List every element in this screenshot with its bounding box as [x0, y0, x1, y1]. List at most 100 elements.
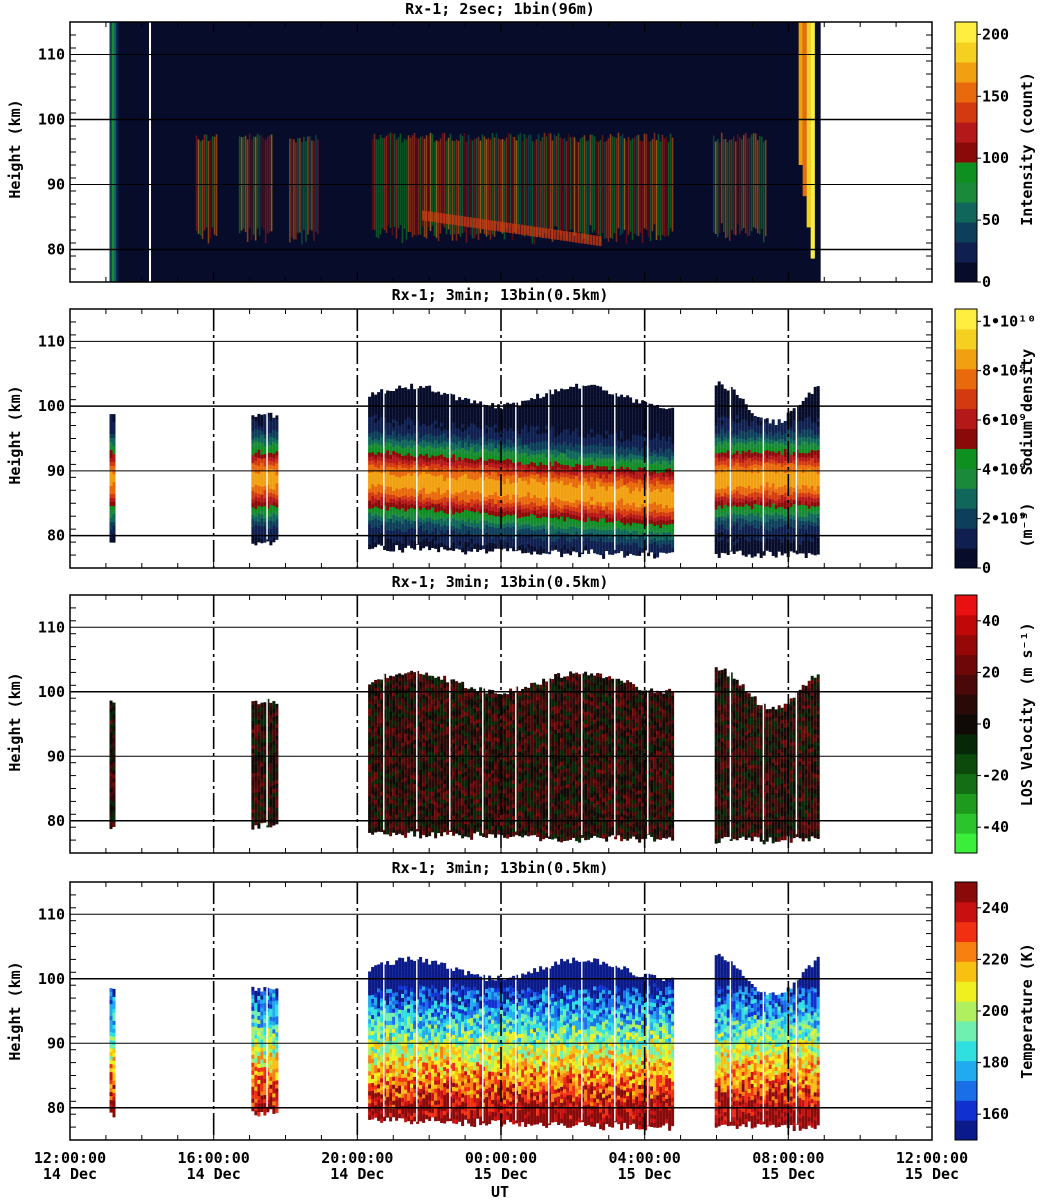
data-cell [620, 411, 623, 416]
data-cell [425, 490, 428, 495]
data-cell [569, 463, 572, 468]
data-cell [368, 505, 371, 510]
data-cell [506, 515, 509, 520]
data-cell [554, 497, 557, 502]
data-cell [521, 461, 524, 466]
data-cell [608, 410, 611, 415]
data-cell [721, 444, 724, 449]
data-cell [494, 536, 497, 541]
data-cell [659, 500, 662, 505]
data-cell [653, 486, 656, 491]
data-cell [386, 507, 389, 512]
data-cell [422, 460, 425, 465]
data-cell [617, 521, 620, 526]
data-cell [509, 448, 512, 453]
data-cell [602, 478, 605, 483]
data-cell [715, 409, 718, 414]
data-cell [497, 504, 500, 509]
data-cell [578, 453, 581, 458]
data-cell [455, 424, 458, 429]
data-cell [395, 521, 398, 526]
data-cell [488, 483, 491, 488]
y-tick-label: 100 [38, 111, 65, 129]
data-cell [584, 546, 587, 551]
data-cell [593, 505, 596, 510]
data-cell [671, 484, 674, 489]
data-cell [724, 457, 727, 462]
data-cell [380, 513, 383, 518]
data-cell [536, 482, 539, 487]
data-cell [599, 491, 602, 496]
data-cell [590, 505, 593, 510]
data-cell [377, 408, 380, 413]
data-cell [422, 440, 425, 445]
data-cell [578, 401, 581, 406]
data-cell [491, 507, 494, 512]
data-cell [476, 459, 479, 464]
data-cell [524, 413, 527, 418]
data-cell [536, 530, 539, 535]
data-cell [512, 411, 515, 416]
data-cell [545, 465, 548, 470]
data-cell [470, 419, 473, 424]
data-cell [715, 529, 718, 534]
data-cell [467, 419, 470, 424]
data-cell [263, 434, 266, 439]
data-cell [635, 471, 638, 476]
data-cell [407, 501, 410, 506]
data-cell [584, 414, 587, 419]
layer-column [560, 137, 562, 235]
data-cell [554, 485, 557, 490]
data-cell [401, 492, 404, 497]
data-cell [626, 519, 629, 524]
data-cell [662, 536, 665, 541]
layer-column [622, 134, 624, 233]
data-cell [533, 479, 536, 484]
data-cell [110, 530, 113, 535]
data-cell [671, 524, 674, 529]
layer-column [408, 135, 410, 232]
layer-column [594, 136, 596, 230]
data-cell [617, 453, 620, 458]
data-cell [485, 525, 488, 530]
data-cell [512, 459, 515, 464]
data-cell [623, 501, 626, 506]
data-cell [446, 426, 449, 431]
data-cell [656, 425, 659, 430]
data-cell [419, 506, 422, 511]
data-cell [464, 454, 467, 459]
data-cell [623, 461, 626, 466]
data-cell [629, 433, 632, 438]
data-cell [539, 550, 542, 555]
data-cell [395, 457, 398, 462]
data-cell [593, 521, 596, 526]
layer-column [496, 134, 498, 224]
data-cell [611, 494, 614, 499]
data-cell [551, 546, 554, 551]
data-cell [398, 426, 401, 431]
data-cell [497, 424, 500, 429]
data-cell [665, 497, 668, 502]
data-cell [401, 392, 404, 397]
data-cell [491, 407, 494, 412]
data-cell [452, 478, 455, 483]
data-cell [404, 487, 407, 492]
data-cell [524, 453, 527, 458]
data-cell [251, 415, 254, 420]
data-cell [620, 503, 623, 508]
peak-ribbon [521, 225, 524, 235]
data-cell [635, 515, 638, 520]
data-cell [715, 545, 718, 550]
data-cell [410, 536, 413, 541]
data-cell [428, 462, 431, 467]
data-cell [527, 500, 530, 505]
data-cell [458, 473, 461, 478]
data-cell [413, 537, 416, 542]
data-cell [545, 445, 548, 450]
data-cell [374, 419, 377, 424]
data-cell [650, 540, 653, 545]
data-cell [593, 517, 596, 522]
data-cell [485, 489, 488, 494]
data-cell [512, 539, 515, 544]
data-cell [563, 465, 566, 470]
